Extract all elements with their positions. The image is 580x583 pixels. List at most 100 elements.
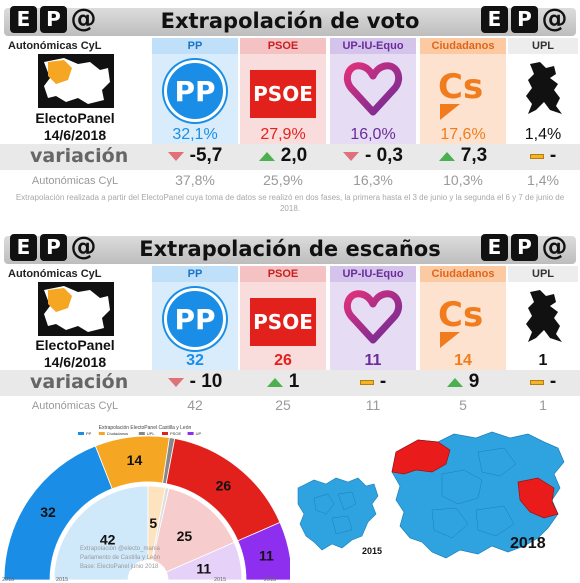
cs-logo-text: Cs (438, 295, 483, 335)
psoe-logo-text: PSOE (253, 82, 313, 106)
region-map-icon (38, 54, 114, 108)
up-seat-value: 11 (364, 352, 382, 369)
psoe-seat-variation-value: 1 (288, 371, 300, 392)
party-name: PP (152, 266, 238, 282)
cs-vote-value: 17,6% (440, 126, 486, 143)
legend-swatch (187, 432, 194, 435)
variation-label: variación (30, 145, 129, 167)
vote-variation-row: variación -5,7 2,0 - 0,3 7,3 - (0, 144, 580, 170)
party-name: UP-IU-Equo (330, 38, 416, 54)
column-psoe: PSOE PSOE 26 (240, 266, 326, 370)
segment-value-label: 14 (127, 452, 143, 468)
down-triangle-icon (167, 151, 184, 161)
column-pp: PP PP 32 (152, 266, 238, 370)
map-label-2015: 2015 (362, 546, 382, 556)
vote-source-column: Autonómicas CyL ElectoPanel 14/6/2018 (0, 38, 150, 150)
methodology-note: Extrapolación realizada a partir del Ele… (15, 193, 565, 213)
cs-seat-previous: 5 (459, 397, 467, 413)
party-name: PP (152, 38, 238, 54)
legend-swatch (78, 432, 84, 435)
down-triangle-icon (342, 151, 359, 161)
up-previous: 16,3% (353, 172, 393, 188)
cs-logo-icon: Cs (438, 295, 483, 348)
column-upl: UPL 1,4% (508, 38, 578, 146)
lion-logo-icon (526, 290, 562, 342)
region-label: Autonómicas CyL (8, 40, 102, 52)
seat-variation-row: variación - 10 1 - 9 - (0, 370, 580, 396)
column-up: UP-IU-Equo 11 (330, 266, 416, 370)
map-2018-soria (517, 477, 559, 519)
party-name: UP-IU-Equo (330, 266, 416, 282)
ep-logo-at: @ (70, 4, 97, 34)
pp-seat-value: 32 (186, 352, 204, 369)
lion-logo-icon (526, 62, 562, 114)
upl-seat-variation-value: - (549, 371, 557, 392)
map-2018-leon (391, 439, 451, 475)
upl-previous: 1,4% (527, 172, 559, 188)
psoe-seat-value: 26 (274, 352, 292, 369)
vote-extrapolation-panel: E P @ Extrapolación de voto E P @ Autonó… (0, 0, 580, 226)
ep-logo-at: @ (70, 232, 97, 262)
pp-vote-value: 32,1% (172, 126, 218, 143)
heart-logo-icon (343, 62, 403, 116)
cs-logo-text: Cs (438, 67, 483, 107)
results-map: 2015 2018 (292, 418, 580, 583)
legend-label: UPL (147, 431, 156, 436)
seat-previous-row: Autonómicas CyL 42 25 11 5 1 (0, 397, 580, 415)
equal-dash-icon (529, 379, 544, 385)
up-vote-value: 16,0% (350, 126, 396, 143)
ring-labels: 2018 2015 2015 2018 (2, 577, 276, 583)
segment-value-label: 11 (259, 547, 274, 563)
previous-label: Autonómicas CyL (31, 175, 119, 187)
ep-logo-p: P (40, 6, 67, 33)
segment-value-label: 11 (196, 560, 211, 576)
ep-logo-left: E P @ (10, 6, 97, 33)
ep-logo-at: @ (541, 4, 568, 34)
upl-seat-previous: 1 (539, 397, 547, 413)
psoe-seat-previous: 25 (275, 397, 291, 413)
upl-variation-value: - (549, 145, 557, 166)
map-2015-region (297, 477, 379, 551)
psoe-previous: 25,9% (263, 172, 303, 188)
ep-logo-p: P (511, 234, 538, 261)
ep-logo-e: E (10, 234, 37, 261)
cs-previous: 10,3% (443, 172, 483, 188)
seat-header-bar (4, 236, 576, 264)
seat-title: Extrapolación de escaños (139, 237, 441, 261)
ep-logo-e: E (10, 6, 37, 33)
equal-dash-icon (529, 153, 544, 159)
pp-logo-icon: PP (164, 60, 226, 122)
psoe-variation-value: 2,0 (280, 145, 308, 166)
pp-seat-variation-value: - 10 (189, 371, 223, 392)
pp-logo-text: PP (174, 302, 216, 336)
ring-label-inner-left: 2015 (56, 577, 68, 583)
pp-logo-text: PP (174, 74, 216, 108)
cs-logo-icon: Cs (438, 67, 483, 120)
hemicycle-segment (237, 521, 290, 581)
ring-label-inner-right: 2015 (214, 577, 226, 583)
segment-value-label: 32 (40, 504, 56, 520)
column-cs: Ciudadanos Cs 14 (420, 266, 506, 370)
map-label-2018: 2018 (510, 535, 546, 552)
up-triangle-icon (446, 377, 463, 387)
pp-logo-icon: PP (164, 288, 226, 350)
heart-logo-icon (343, 290, 403, 344)
psoe-vote-value: 27,9% (260, 126, 306, 143)
upl-seat-value: 1 (538, 352, 548, 369)
ring-label-outer-right: 2018 (264, 577, 276, 583)
pp-previous: 37,8% (175, 172, 215, 188)
equal-dash-icon (359, 379, 374, 385)
legend-swatch (162, 432, 168, 435)
cs-variation-value: 7,3 (460, 145, 488, 166)
region-label: Autonómicas CyL (8, 268, 102, 280)
down-triangle-icon (167, 377, 184, 387)
electopanel-date: 14/6/2018 (43, 354, 107, 370)
legend-label: PP (86, 431, 92, 436)
watermark-line-1: Extrapolación @electo_mania (80, 546, 160, 552)
electopanel-label: ElectoPanel (35, 337, 115, 353)
up-seat-previous: 11 (365, 397, 381, 413)
chart-watermark: Extrapolación @electo_mania Parlamento d… (80, 546, 160, 570)
seat-header: E P @ Extrapolación de escaños E P @ (0, 228, 580, 268)
vote-title: Extrapolación de voto (160, 9, 420, 33)
up-triangle-icon (266, 377, 283, 387)
